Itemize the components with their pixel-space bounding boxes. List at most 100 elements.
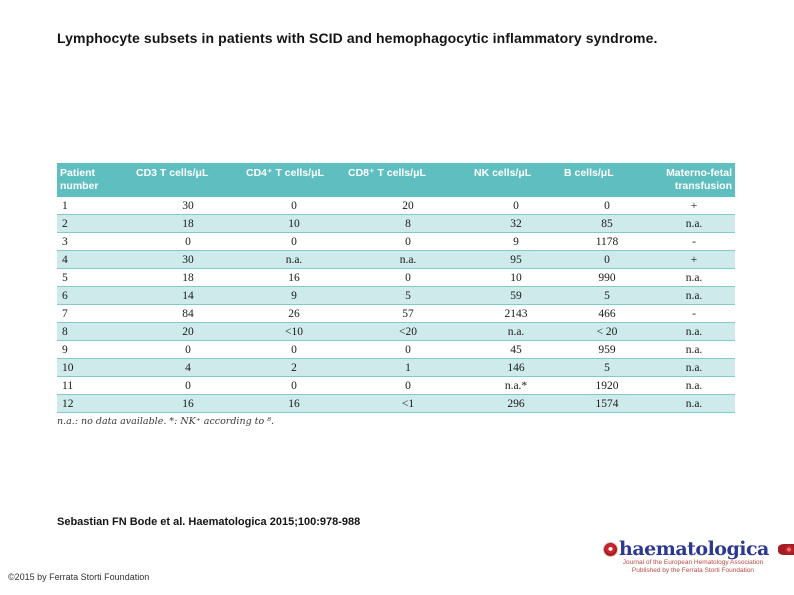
logo-tagline-line2: Published by the Ferrata Storti Foundati…: [631, 566, 755, 574]
col-header-cd4: CD4⁺ T cells/μL: [243, 163, 345, 197]
table-row: 6 14 9 5 59 5 n.a.: [57, 286, 735, 305]
table-cell: n.a.: [345, 250, 471, 269]
table-cell: 0: [243, 340, 345, 359]
logo-tagline-line1: Journal of the European Hematology Assoc…: [622, 559, 764, 566]
table-cell: 57: [345, 304, 471, 323]
table-cell: 1: [345, 358, 471, 377]
logo-row: haematologica: [604, 538, 794, 560]
table-cell: 30: [133, 197, 243, 215]
table-cell: 16: [243, 394, 345, 413]
table-cell: 0: [471, 197, 561, 215]
table-row: 10 4 2 1 146 5 n.a.: [57, 358, 735, 377]
table-cell: 0: [133, 376, 243, 395]
table-cell: 95: [471, 250, 561, 269]
col-header-bcells: B cells/μL: [561, 163, 653, 197]
table-cell: 16: [243, 268, 345, 287]
table-cell: n.a.: [471, 322, 561, 341]
table-row: 5 18 16 0 10 990 n.a.: [57, 268, 735, 287]
table-cell: 9: [57, 340, 133, 359]
haematologica-flower-icon: [604, 542, 617, 556]
table-cell: n.a.: [243, 250, 345, 269]
table-cell: 11: [57, 376, 133, 395]
table-cell: 1178: [561, 232, 653, 251]
table-cell: n.a.: [653, 394, 735, 413]
table-cell: 10: [243, 214, 345, 233]
table-cell: 59: [471, 286, 561, 305]
table-cell: 2: [57, 214, 133, 233]
table-cell: 20: [133, 322, 243, 341]
logo-ornament-icon: [777, 543, 794, 555]
table-cell: 2: [243, 358, 345, 377]
copyright-notice: ©2015 by Ferrata Storti Foundation: [8, 572, 150, 582]
table-cell: 0: [345, 232, 471, 251]
table-cell: 1574: [561, 394, 653, 413]
table-cell: 10: [57, 358, 133, 377]
table-row: 8 20 <10 <20 n.a. < 20 n.a.: [57, 322, 735, 341]
table-cell: 20: [345, 197, 471, 215]
table-cell: < 20: [561, 322, 653, 341]
table-cell: 45: [471, 340, 561, 359]
table-cell: 14: [133, 286, 243, 305]
table-cell: +: [653, 197, 735, 215]
table-cell: 8: [57, 322, 133, 341]
table-cell: 1: [57, 197, 133, 215]
table-cell: 0: [345, 376, 471, 395]
table-cell: 146: [471, 358, 561, 377]
table-cell: 0: [243, 376, 345, 395]
table-cell: 0: [561, 197, 653, 215]
table-cell: 8: [345, 214, 471, 233]
table-cell: 990: [561, 268, 653, 287]
table-row: 11 0 0 0 n.a.* 1920 n.a.: [57, 376, 735, 395]
col-header-materno-fetal: Materno-fetal transfusion: [653, 163, 735, 197]
table-cell: -: [653, 232, 735, 251]
table-cell: 4: [57, 250, 133, 269]
citation: Sebastian FN Bode et al. Haematologica 2…: [57, 516, 361, 528]
table-cell: 3: [57, 232, 133, 251]
table-cell: 0: [345, 268, 471, 287]
table-cell: n.a.*: [471, 376, 561, 395]
col-header-cd8: CD8⁺ T cells/μL: [345, 163, 471, 197]
table-cell: 84: [133, 304, 243, 323]
haematologica-logo: haematologica Journal of the European He…: [604, 538, 794, 574]
table-cell: n.a.: [653, 376, 735, 395]
col-header-nk: NK cells/μL: [471, 163, 561, 197]
table-header-row: Patient number CD3 T cells/μL CD4⁺ T cel…: [57, 163, 735, 197]
logo-tagline: Journal of the European Hematology Assoc…: [618, 559, 768, 574]
table-cell: 30: [133, 250, 243, 269]
table-cell: -: [653, 304, 735, 323]
table-cell: <10: [243, 322, 345, 341]
table-cell: 16: [133, 394, 243, 413]
table-cell: 5: [561, 286, 653, 305]
table-cell: <20: [345, 322, 471, 341]
table-cell: 9: [471, 232, 561, 251]
table-footnote: n.a.: no data available. *: NK⁺ accordin…: [57, 416, 275, 427]
table-cell: 959: [561, 340, 653, 359]
lymphocyte-table-area: Patient number CD3 T cells/μL CD4⁺ T cel…: [57, 163, 735, 427]
table-cell: 0: [133, 232, 243, 251]
table-cell: 18: [133, 214, 243, 233]
table-cell: 466: [561, 304, 653, 323]
table-cell: 7: [57, 304, 133, 323]
table-cell: 18: [133, 268, 243, 287]
table-cell: 1920: [561, 376, 653, 395]
table-cell: 0: [133, 340, 243, 359]
table-row: 4 30 n.a. n.a. 95 0 +: [57, 250, 735, 269]
table-cell: +: [653, 250, 735, 269]
table-cell: 5: [57, 268, 133, 287]
table-row: 1 30 0 20 0 0 +: [57, 197, 735, 215]
page-title: Lymphocyte subsets in patients with SCID…: [57, 30, 658, 46]
table-cell: 6: [57, 286, 133, 305]
table-cell: n.a.: [653, 340, 735, 359]
table-cell: 5: [345, 286, 471, 305]
table-row: 7 84 26 57 2143 466 -: [57, 304, 735, 323]
table-cell: 2143: [471, 304, 561, 323]
table-cell: 9: [243, 286, 345, 305]
haematologica-wordmark: haematologica: [619, 538, 769, 560]
table-cell: n.a.: [653, 214, 735, 233]
col-header-patient-number: Patient number: [57, 163, 133, 197]
table-cell: 10: [471, 268, 561, 287]
table-row: 2 18 10 8 32 85 n.a.: [57, 214, 735, 233]
table-row: 3 0 0 0 9 1178 -: [57, 232, 735, 251]
table-cell: 85: [561, 214, 653, 233]
table-cell: 0: [243, 232, 345, 251]
